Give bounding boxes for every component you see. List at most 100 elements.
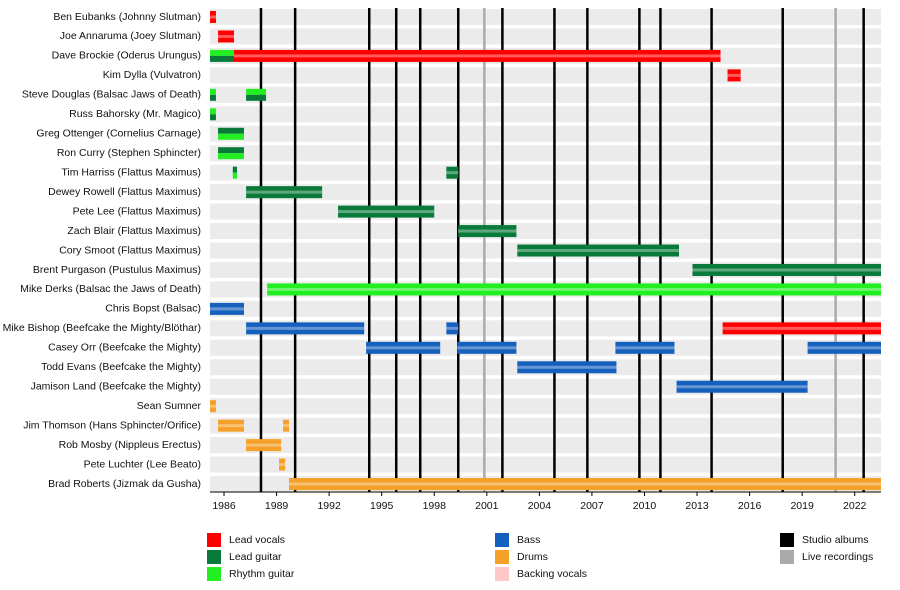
- member-bar: [283, 419, 290, 432]
- row-band: [210, 417, 881, 434]
- bar-highlight: [210, 15, 216, 19]
- legend-swatch: [207, 567, 221, 581]
- row-band: [210, 398, 881, 415]
- role-stripe: [210, 108, 216, 115]
- bar-highlight: [807, 346, 881, 350]
- role-stripe: [692, 263, 881, 276]
- member-bar: [807, 341, 881, 354]
- bar-highlight: [279, 463, 286, 467]
- role-stripe: [210, 88, 216, 95]
- x-tick-label: 2001: [475, 500, 499, 512]
- member-bar: [338, 205, 435, 218]
- role-stripe: [232, 172, 237, 179]
- member-bar: [210, 11, 216, 23]
- role-stripe: [210, 94, 216, 101]
- role-stripe: [234, 49, 721, 62]
- role-stripe: [722, 322, 881, 335]
- role-stripe: [246, 88, 267, 95]
- role-stripe: [807, 341, 881, 354]
- member-bar: [246, 186, 323, 199]
- row-band: [210, 106, 881, 123]
- member-bar: [692, 263, 881, 276]
- bar-highlight: [218, 34, 235, 38]
- bar-highlight: [722, 326, 881, 330]
- member-bar: [517, 361, 617, 374]
- role-stripe: [366, 341, 441, 354]
- x-tick-label: 2007: [580, 500, 604, 512]
- member-bar: [446, 166, 459, 179]
- row-band: [210, 67, 881, 84]
- role-stripe: [218, 127, 244, 134]
- member-name: Jamison Land (Beefcake the Mighty): [31, 381, 201, 393]
- x-tick-label: 1995: [370, 500, 394, 512]
- role-stripe: [218, 30, 235, 43]
- member-bar: [232, 166, 237, 179]
- legend-swatch: [780, 533, 794, 547]
- bar-highlight: [289, 482, 881, 486]
- member-name: Mike Derks (Balsac the Jaws of Death): [20, 283, 201, 295]
- bar-highlight: [246, 326, 365, 330]
- bar-highlight: [676, 385, 808, 389]
- legend-label: Drums: [517, 551, 548, 563]
- member-name: Rob Mosby (Nippleus Erectus): [59, 439, 201, 451]
- role-stripe: [210, 114, 216, 121]
- role-stripe: [517, 244, 679, 257]
- role-stripe: [446, 166, 459, 179]
- member-name: Chris Bopst (Balsac): [105, 303, 201, 315]
- member-name: Greg Ottenger (Cornelius Carnage): [36, 128, 201, 140]
- member-name: Sean Sumner: [137, 400, 202, 412]
- role-stripe: [218, 147, 244, 154]
- member-name: Ben Eubanks (Johnny Slutman): [53, 11, 201, 23]
- legend-label: Studio albums: [802, 534, 869, 546]
- bar-highlight: [338, 210, 435, 214]
- bar-highlight: [210, 307, 244, 311]
- role-stripe: [246, 439, 282, 452]
- role-stripe: [446, 322, 459, 335]
- x-tick-label: 2004: [528, 500, 552, 512]
- x-tick-label: 2013: [685, 500, 709, 512]
- row-band: [210, 28, 881, 45]
- role-stripe: [676, 380, 808, 393]
- x-tick-label: 1989: [265, 500, 289, 512]
- role-stripe: [218, 133, 244, 140]
- member-bar: [289, 478, 881, 491]
- row-band: [210, 86, 881, 103]
- role-stripe: [218, 153, 244, 160]
- bar-highlight: [267, 287, 881, 291]
- member-bar: [218, 147, 244, 160]
- row-band: [210, 145, 881, 162]
- role-stripe: [246, 94, 267, 101]
- bar-highlight: [446, 326, 459, 330]
- member-name: Brent Purgason (Pustulus Maximus): [33, 264, 201, 276]
- bar-highlight: [234, 54, 721, 58]
- role-stripe: [338, 205, 435, 218]
- role-stripe: [458, 225, 517, 238]
- member-name: Brad Roberts (Jizmak da Gusha): [48, 478, 201, 490]
- member-name: Kim Dylla (Vulvatron): [103, 69, 201, 81]
- member-name: Zach Blair (Flattus Maximus): [67, 225, 201, 237]
- bar-highlight: [458, 229, 517, 233]
- member-name: Dave Brockie (Oderus Urungus): [52, 50, 201, 62]
- legend-label: Lead vocals: [229, 534, 285, 546]
- row-band: [210, 9, 881, 25]
- role-stripe: [727, 69, 741, 82]
- member-name: Pete Lee (Flattus Maximus): [73, 205, 201, 217]
- legend-label: Rhythm guitar: [229, 568, 295, 580]
- member-bar: [279, 458, 286, 471]
- member-bar: [458, 225, 517, 238]
- bar-highlight: [218, 424, 244, 428]
- role-stripe: [289, 478, 881, 491]
- member-bar: [210, 302, 244, 315]
- x-tick-label: 2022: [843, 500, 867, 512]
- member-name: Joe Annaruma (Joey Slutman): [60, 30, 201, 42]
- member-bar: [210, 108, 216, 121]
- role-stripe: [279, 458, 286, 471]
- member-bar: [267, 283, 881, 296]
- bar-highlight: [366, 346, 441, 350]
- bar-highlight: [210, 404, 216, 408]
- member-bar: [676, 380, 808, 393]
- row-band: [210, 339, 881, 356]
- member-bar: [218, 30, 235, 43]
- member-bar: [615, 341, 675, 354]
- member-name: Pete Luchter (Lee Beato): [84, 458, 201, 470]
